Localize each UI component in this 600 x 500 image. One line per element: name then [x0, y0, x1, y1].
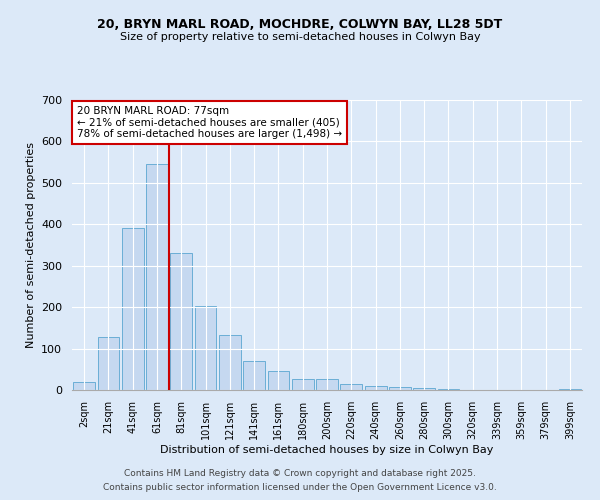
Bar	[559, 389, 581, 390]
Text: Size of property relative to semi-detached houses in Colwyn Bay: Size of property relative to semi-detach…	[119, 32, 481, 42]
Bar	[413, 388, 435, 390]
Bar	[146, 164, 168, 390]
Bar	[340, 384, 362, 390]
Bar	[122, 228, 143, 390]
Bar	[73, 382, 95, 390]
Bar	[316, 379, 338, 390]
Text: 20, BRYN MARL ROAD, MOCHDRE, COLWYN BAY, LL28 5DT: 20, BRYN MARL ROAD, MOCHDRE, COLWYN BAY,…	[97, 18, 503, 30]
Bar	[219, 335, 241, 390]
Bar	[243, 361, 265, 390]
X-axis label: Distribution of semi-detached houses by size in Colwyn Bay: Distribution of semi-detached houses by …	[160, 444, 494, 454]
Text: Contains HM Land Registry data © Crown copyright and database right 2025.: Contains HM Land Registry data © Crown c…	[124, 468, 476, 477]
Bar	[389, 387, 411, 390]
Text: 20 BRYN MARL ROAD: 77sqm
← 21% of semi-detached houses are smaller (405)
78% of : 20 BRYN MARL ROAD: 77sqm ← 21% of semi-d…	[77, 106, 342, 139]
Bar	[170, 254, 192, 390]
Bar	[97, 337, 119, 390]
Bar	[365, 386, 386, 390]
Bar	[437, 389, 460, 390]
Bar	[292, 379, 314, 390]
Text: Contains public sector information licensed under the Open Government Licence v3: Contains public sector information licen…	[103, 484, 497, 492]
Y-axis label: Number of semi-detached properties: Number of semi-detached properties	[26, 142, 35, 348]
Bar	[268, 372, 289, 390]
Bar	[194, 306, 217, 390]
